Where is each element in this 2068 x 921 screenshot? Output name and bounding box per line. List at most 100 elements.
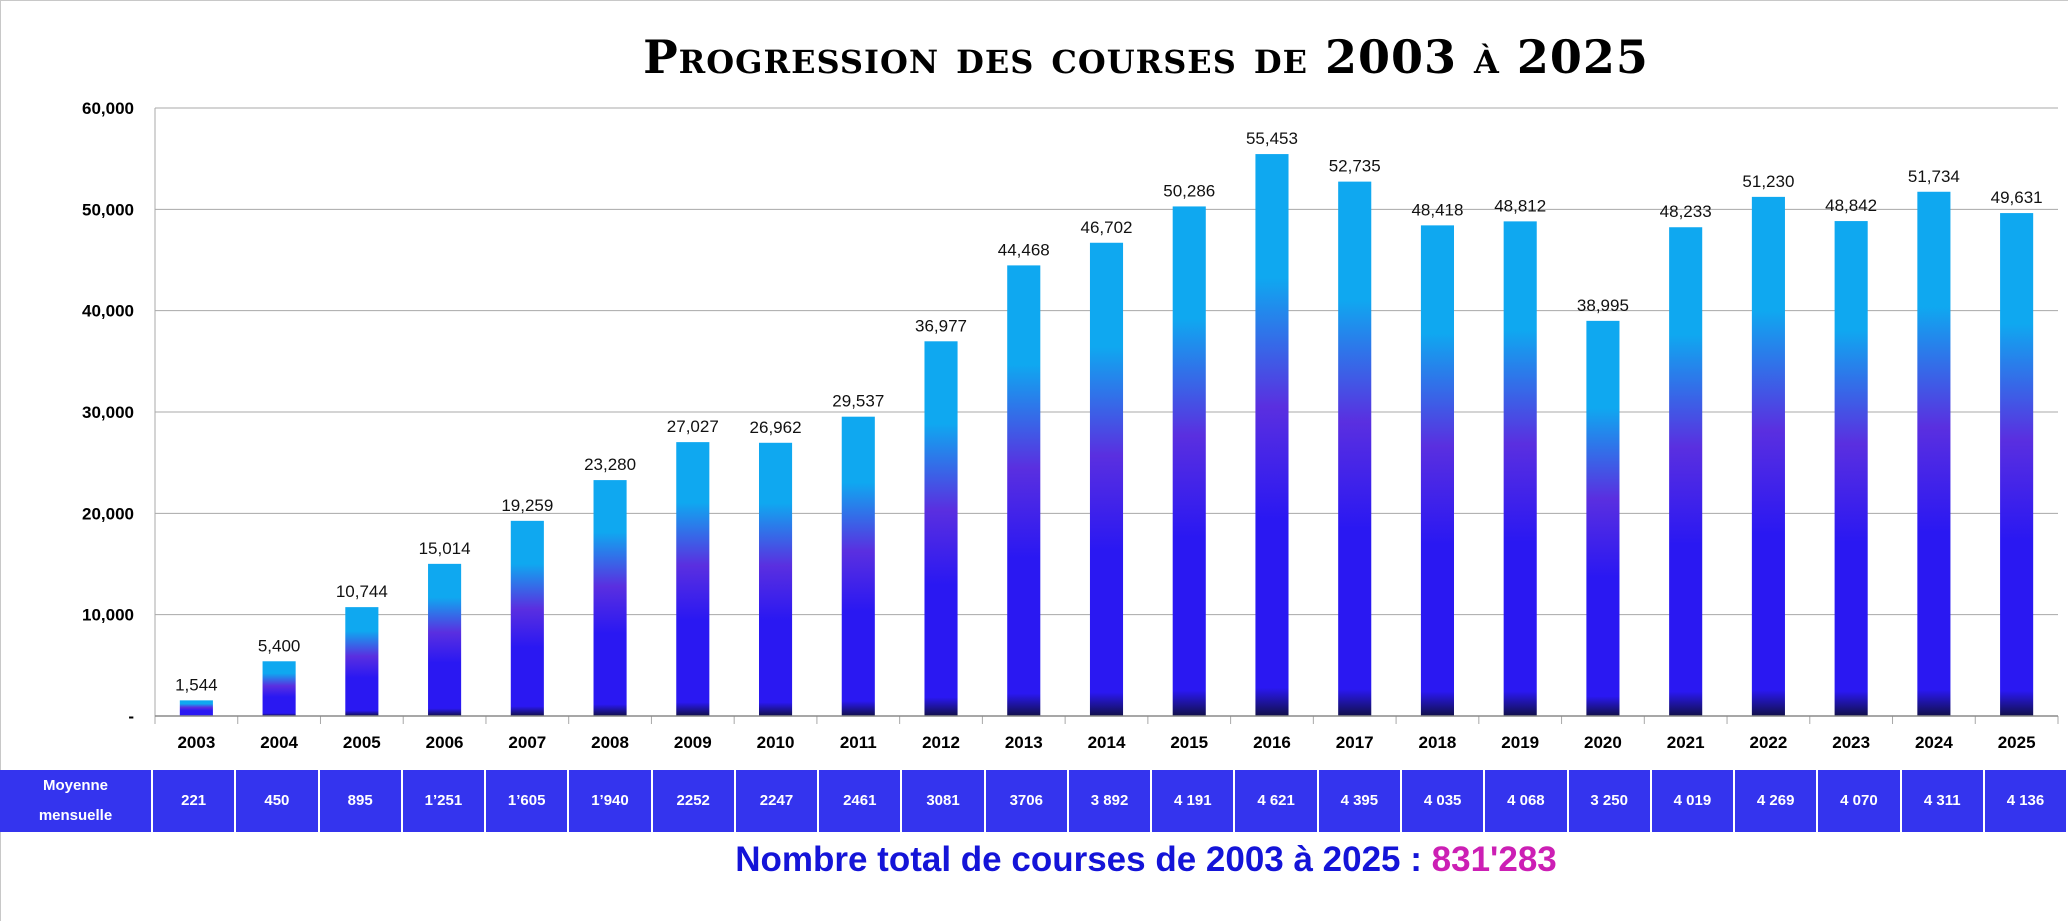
bar-2023 — [1834, 221, 1868, 716]
monthly-average-2019: 4 068 — [1485, 770, 1569, 832]
x-tick-label-2005: 2005 — [343, 733, 381, 752]
y-tick-label: 40,000 — [82, 302, 134, 321]
data-label-2005: 10,744 — [336, 582, 388, 601]
x-tick-label-2009: 2009 — [674, 733, 712, 752]
monthly-average-2015: 4 191 — [1152, 770, 1236, 832]
x-tick-label-2023: 2023 — [1832, 733, 1870, 752]
bar-2013 — [1007, 265, 1041, 716]
monthly-average-label-line1: Moyenne — [42, 777, 108, 794]
chart-title: Progression des courses de 2003 à 2025 — [643, 30, 1649, 84]
monthly-average-2013: 3706 — [985, 770, 1069, 832]
data-label-2012: 36,977 — [915, 316, 967, 335]
bar-2010 — [758, 442, 793, 716]
bar-2012 — [924, 341, 958, 716]
x-tick-label-2011: 2011 — [840, 733, 877, 752]
data-label-2013: 44,468 — [998, 240, 1050, 259]
x-tick-label-2016: 2016 — [1253, 733, 1291, 752]
data-label-2008: 23,280 — [584, 455, 636, 474]
data-label-2024: 51,734 — [1908, 167, 1960, 186]
bar-2008 — [593, 480, 627, 716]
x-tick-label-2003: 2003 — [177, 733, 215, 752]
bar-chart: - 10,000 20,000 30,000 40,000 50,000 60,000 1,… — [82, 99, 2059, 752]
data-label-2010: 26,962 — [750, 418, 802, 437]
monthly-average-2025: 4 136 — [1984, 770, 2068, 832]
monthly-average-2008: 1’940 — [569, 770, 653, 832]
monthly-average-2007: 1’605 — [486, 770, 570, 832]
x-tick-label-2006: 2006 — [426, 733, 464, 752]
total-courses-value: 831'283 — [1431, 840, 1557, 879]
monthly-average-2022: 4 269 — [1735, 770, 1819, 832]
data-label-2025: 49,631 — [1991, 188, 2043, 207]
x-axis: 2003 2004 2005 2006 2007 2008 2009 2010 2011 2012… — [154, 715, 2059, 752]
bar-2014 — [1089, 242, 1124, 717]
monthly-average-2023: 4 070 — [1818, 770, 1902, 832]
bars — [179, 154, 2034, 717]
monthly-average-2005: 895 — [319, 770, 403, 832]
x-tick-label-2020: 2020 — [1584, 733, 1622, 752]
data-label-2007: 19,259 — [501, 496, 553, 515]
monthly-average-2004: 450 — [236, 770, 320, 832]
total-courses: Nombre total de courses de 2003 à 2025 :… — [0, 840, 2068, 880]
monthly-average-2014: 3 892 — [1068, 770, 1153, 832]
x-tick-label-2019: 2019 — [1501, 733, 1539, 752]
data-label-2006: 15,014 — [419, 539, 471, 558]
monthly-average-label: Moyenne mensuelle — [0, 770, 153, 832]
bar-2018 — [1420, 225, 1455, 717]
data-label-2009: 27,027 — [667, 417, 719, 436]
data-label-2018: 48,418 — [1411, 200, 1463, 219]
bar-2007 — [510, 520, 544, 716]
data-label-2017: 52,735 — [1329, 157, 1381, 176]
x-tick-label-2015: 2015 — [1170, 733, 1208, 752]
x-tick-label-2012: 2012 — [922, 733, 960, 752]
y-tick-label: 30,000 — [82, 403, 134, 422]
data-label-2022: 51,230 — [1742, 172, 1794, 191]
monthly-average-2017: 4 395 — [1318, 770, 1402, 832]
monthly-average-2018: 4 035 — [1401, 770, 1486, 832]
bar-2004 — [262, 661, 296, 716]
bar-2016 — [1255, 154, 1289, 716]
x-tick-label-2021: 2021 — [1667, 733, 1705, 752]
y-tick-label: 50,000 — [82, 200, 134, 219]
x-tick-label-2018: 2018 — [1419, 733, 1457, 752]
x-tick-label-2010: 2010 — [757, 733, 795, 752]
x-tick-label-2024: 2024 — [1915, 733, 1953, 752]
data-label-2019: 48,812 — [1494, 196, 1546, 215]
y-axis: - 10,000 20,000 30,000 40,000 50,000 60,000 — [82, 99, 156, 726]
x-tick-label-2007: 2007 — [508, 733, 546, 752]
monthly-average-2012: 3081 — [902, 770, 986, 832]
bar-2009 — [676, 442, 710, 716]
bar-2005 — [345, 607, 379, 716]
bar-2006 — [428, 563, 462, 716]
x-tick-label-2022: 2022 — [1749, 733, 1787, 752]
monthly-average-label-line2: mensuelle — [38, 807, 113, 824]
monthly-average-2011: 2461 — [819, 770, 903, 832]
y-tick-label: 20,000 — [82, 504, 134, 523]
bar-2024 — [1917, 191, 1951, 716]
monthly-average-2009: 2252 — [652, 770, 736, 832]
x-tick-label-2017: 2017 — [1336, 733, 1374, 752]
bar-2021 — [1669, 227, 1703, 716]
data-label-2016: 55,453 — [1246, 129, 1298, 148]
monthly-average-values: 221 450 895 1’251 1’605 1’940 2252 2247 2461 3081… — [153, 770, 2068, 832]
data-labels: 1,544 5,400 10,744 15,014 19,259 23,280 27,027… — [175, 129, 2043, 694]
monthly-average-2010: 2247 — [735, 770, 820, 832]
data-label-2004: 5,400 — [258, 636, 301, 655]
bar-2017 — [1338, 181, 1372, 717]
monthly-average-2021: 4 019 — [1651, 770, 1736, 832]
total-courses-label: Nombre total de courses de 2003 à 2025 : — [735, 840, 1432, 879]
data-label-2023: 48,842 — [1825, 196, 1877, 215]
bar-2015 — [1172, 206, 1206, 717]
bar-2011 — [841, 416, 875, 716]
bar-2003 — [179, 700, 213, 716]
x-tick-label-2004: 2004 — [260, 733, 298, 752]
monthly-average-2006: 1’251 — [402, 770, 487, 832]
data-label-2003: 1,544 — [175, 675, 218, 694]
data-label-2021: 48,233 — [1660, 202, 1712, 221]
bar-2025 — [2000, 213, 2034, 716]
monthly-average-2003: 221 — [153, 770, 237, 832]
monthly-average-2016: 4 621 — [1235, 770, 1319, 832]
bar-2019 — [1503, 221, 1537, 716]
monthly-average-table: Moyenne mensuelle 221 450 895 1’251 1’605 1’9… — [0, 770, 2068, 832]
x-tick-label-2008: 2008 — [591, 733, 629, 752]
